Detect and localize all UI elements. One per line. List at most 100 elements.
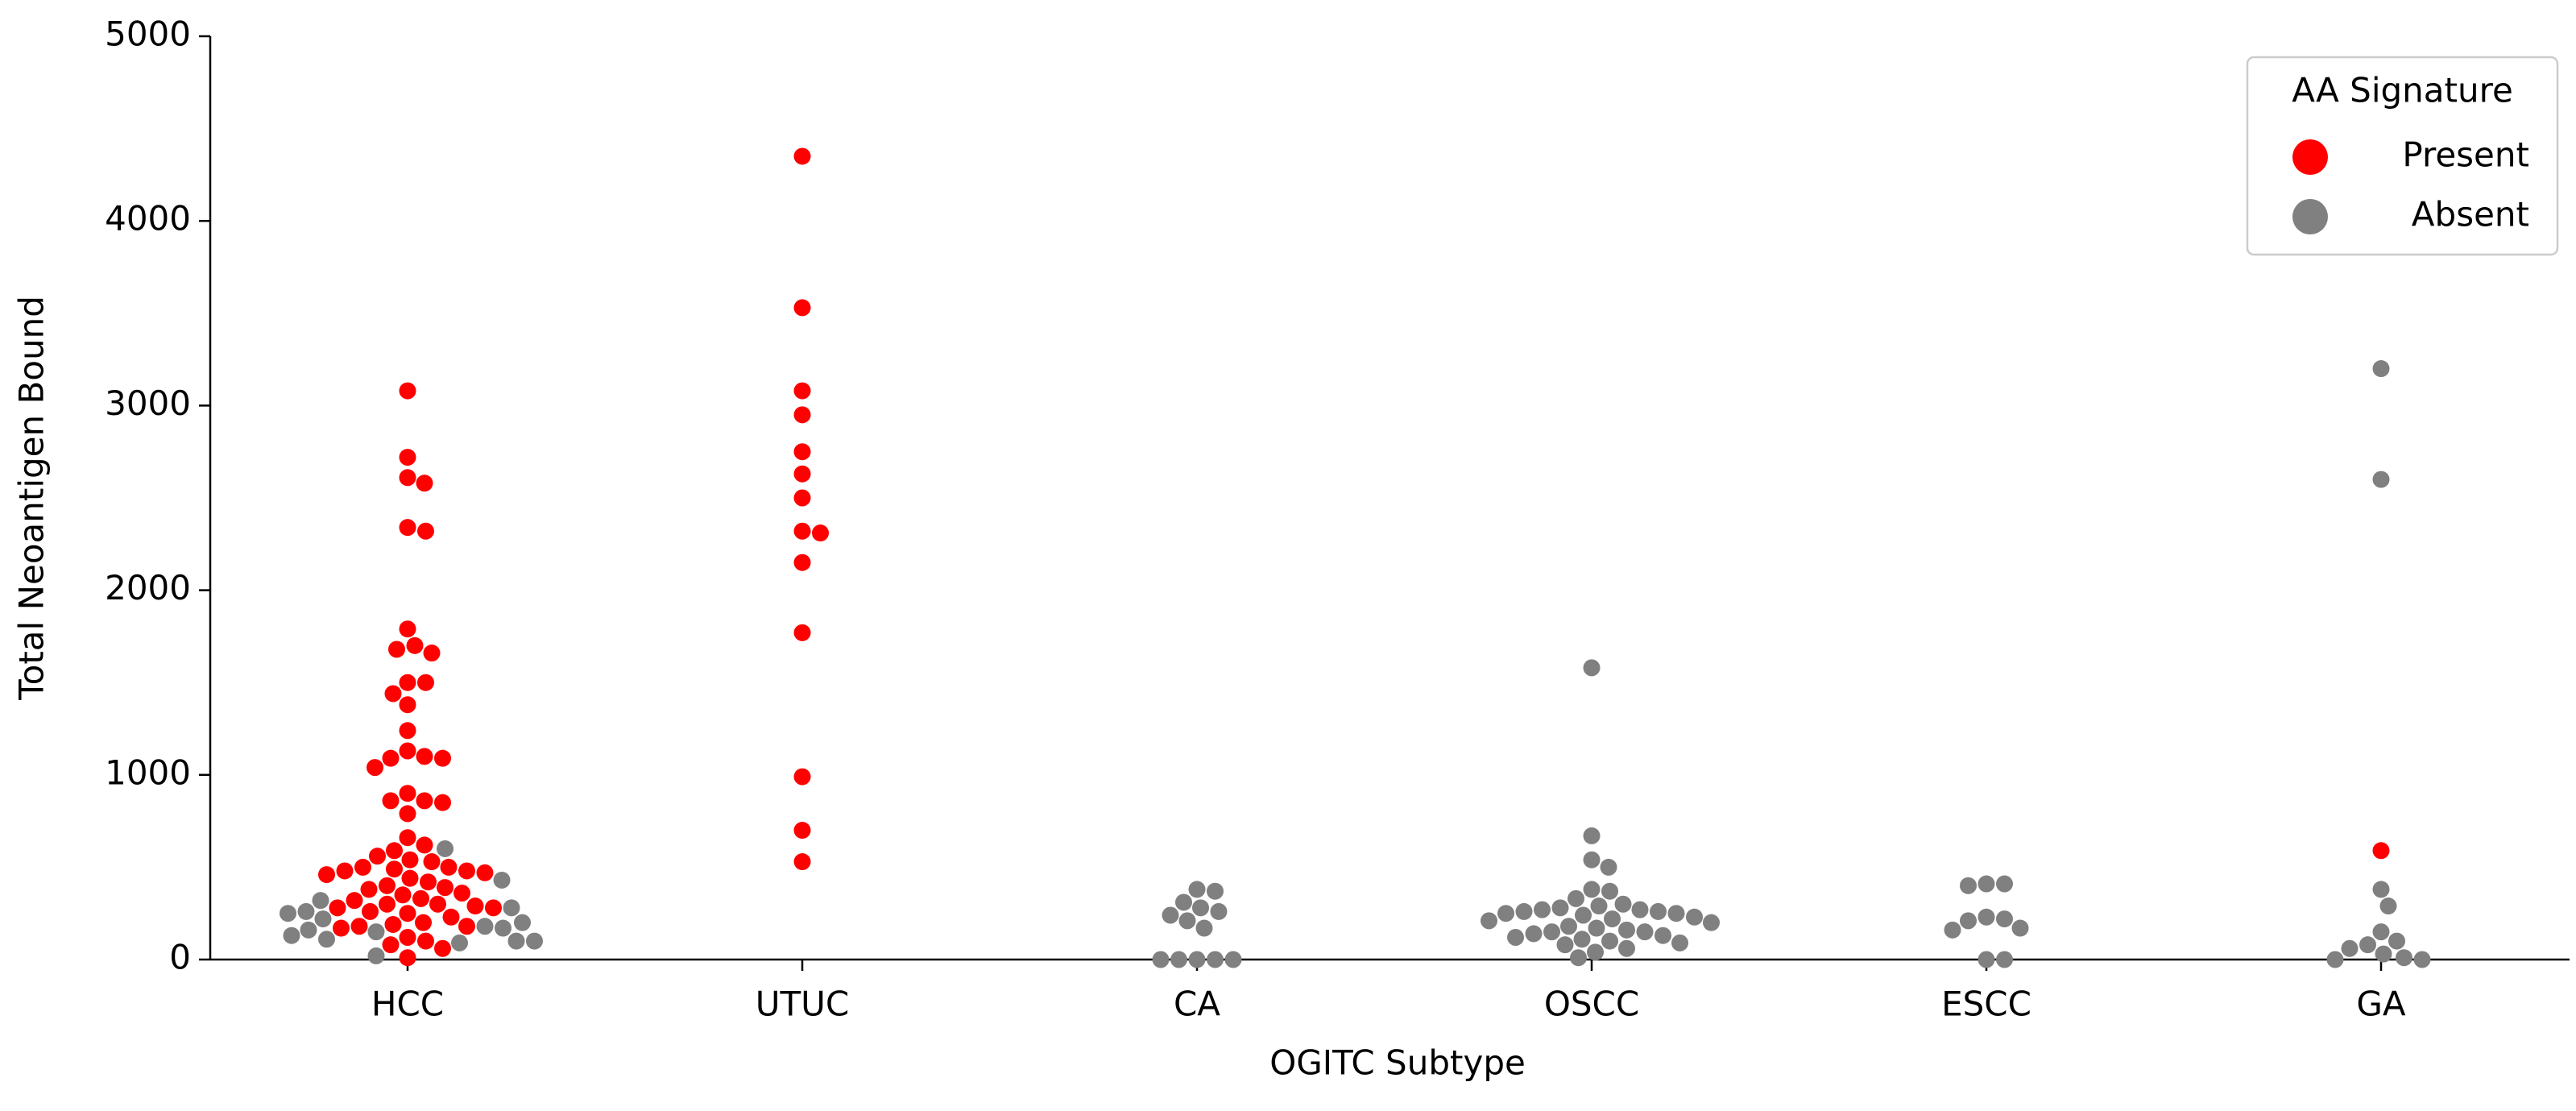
swarm-point	[526, 932, 543, 950]
swarm-point	[440, 858, 458, 876]
swarm-point	[437, 839, 453, 857]
swarm-point	[1655, 927, 1671, 944]
swarm-point	[1175, 893, 1192, 911]
swarm-point	[379, 877, 396, 894]
swarm-point	[379, 895, 396, 913]
swarm-point	[1590, 898, 1608, 915]
swarm-point	[329, 899, 346, 917]
x-tick-label: OSCC	[1544, 985, 1639, 1024]
swarm-point	[793, 465, 811, 483]
swarm-point	[399, 949, 416, 967]
legend-title: AA Signature	[2292, 71, 2513, 110]
swarm-point	[434, 749, 451, 767]
swarm-point	[1556, 936, 1574, 954]
swarm-point	[1178, 912, 1196, 930]
swarm-point	[399, 905, 416, 922]
swarm-point	[485, 899, 502, 917]
swarm-point	[1188, 881, 1206, 898]
swarm-point	[1568, 889, 1584, 907]
swarm-point	[297, 902, 315, 920]
swarm-point	[1551, 899, 1569, 917]
swarm-point	[476, 864, 494, 881]
swarm-point	[399, 928, 416, 946]
swarm-point	[453, 884, 470, 902]
x-tick-label: CA	[1174, 985, 1220, 1024]
swarm-point	[394, 886, 412, 904]
swarm-point	[318, 931, 335, 948]
swarm-point	[382, 749, 400, 767]
y-tick-label: 1000	[105, 752, 191, 792]
swarm-point	[369, 848, 386, 865]
swarm-point	[793, 299, 811, 317]
swarm-point	[399, 620, 416, 638]
swarm-point	[793, 624, 811, 641]
swarm-point	[2388, 932, 2405, 950]
swarm-point	[2375, 945, 2392, 963]
swarm-point	[382, 936, 400, 954]
swarm-point	[1636, 923, 1654, 941]
swarm-point	[399, 382, 416, 400]
swarm-point	[401, 869, 419, 887]
swarm-point	[2372, 471, 2390, 488]
swarm-point	[451, 934, 468, 951]
swarm-point	[514, 914, 531, 931]
swarm-point	[1543, 923, 1560, 941]
swarm-point	[2372, 881, 2390, 898]
swarm-point	[2359, 936, 2376, 954]
swarm-point	[354, 858, 371, 876]
legend-label: Present	[2402, 135, 2529, 175]
swarm-point	[1583, 851, 1601, 868]
swarm-point	[458, 918, 475, 935]
swarm-point	[386, 860, 403, 878]
swarm-point	[423, 853, 441, 871]
swarm-point	[384, 685, 402, 703]
swarm-point	[416, 475, 433, 492]
swarm-point	[1631, 901, 1649, 918]
x-tick-label: ESCC	[1941, 985, 2031, 1024]
swarm-point	[318, 866, 335, 884]
swarm-point	[1618, 939, 1635, 957]
swarm-point	[401, 851, 419, 868]
swarm-point	[1560, 918, 1577, 935]
swarm-point	[1534, 901, 1551, 918]
x-tick-label: UTUC	[756, 985, 849, 1024]
swarm-point	[793, 147, 811, 165]
swarm-point	[312, 892, 329, 910]
swarm-point	[1507, 928, 1524, 946]
swarm-point	[280, 905, 296, 922]
legend-label: Absent	[2412, 195, 2529, 234]
swarm-point	[1192, 899, 1209, 917]
swarm-point	[1588, 919, 1605, 937]
swarm-point	[2341, 939, 2359, 957]
x-tick-label: GA	[2356, 985, 2406, 1024]
swarm-point	[793, 406, 811, 424]
swarm-point	[367, 947, 385, 964]
swarm-point	[362, 902, 379, 920]
swarm-point	[1944, 921, 1961, 939]
swarm-point	[399, 696, 416, 714]
swarm-point	[2011, 919, 2029, 937]
swarm-point	[420, 873, 437, 891]
y-tick-label: 4000	[105, 199, 191, 238]
swarm-point	[2372, 842, 2390, 860]
swarm-point	[793, 768, 811, 786]
swarm-point	[399, 674, 416, 691]
swarm-point	[2372, 923, 2390, 941]
swarm-point	[1583, 827, 1601, 844]
swarm-point	[388, 640, 405, 658]
y-axis-label: Total Neoantigen Bound	[12, 296, 52, 701]
swarm-point	[1996, 910, 2013, 928]
swarm-point	[1583, 659, 1601, 677]
swarm-point	[399, 519, 416, 537]
swarm-point	[812, 524, 829, 542]
swarm-point	[300, 921, 317, 939]
swarm-point	[507, 932, 525, 950]
swarm-point	[2413, 951, 2431, 968]
y-tick-label: 0	[169, 938, 191, 977]
swarm-point	[1601, 932, 1618, 950]
swarm-point	[434, 939, 451, 957]
swarm-point	[1614, 895, 1632, 913]
swarm-point	[793, 822, 811, 839]
swarm-point	[1996, 951, 2013, 968]
swarm-point	[1570, 949, 1587, 967]
